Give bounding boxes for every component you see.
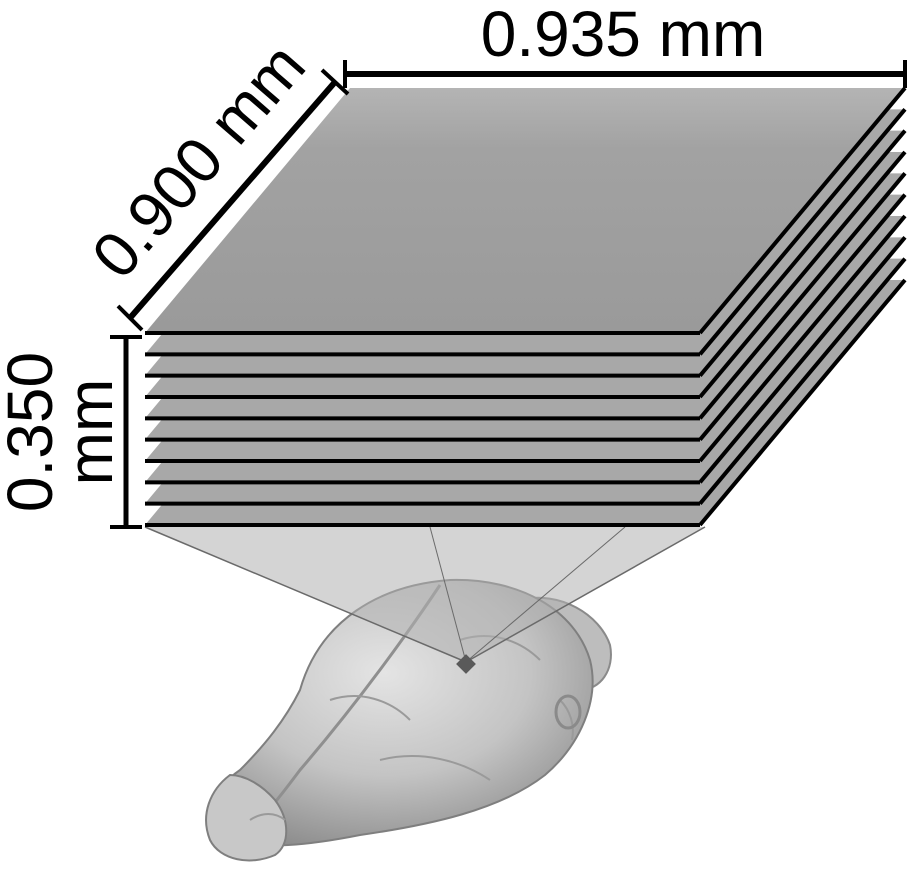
brain-vessel-loop (554, 694, 582, 730)
slice-side-edge (698, 278, 907, 527)
depth-tick-bottom (116, 304, 144, 332)
depth-dimension-line (127, 80, 338, 320)
slice-side-edge (698, 172, 907, 420)
imaging-slice (145, 88, 905, 333)
projection-edge-inner-right (465, 526, 626, 663)
slice-side-edge (698, 150, 907, 399)
slice-side-edge (698, 193, 907, 441)
brain-olfactory-bulb (205, 773, 288, 862)
depth-tick-top (320, 68, 350, 96)
slice-side-edge (698, 257, 907, 505)
slice-side-edge (698, 214, 907, 463)
width-label: 0.935 mm (481, 0, 766, 70)
slice-side-edge (698, 236, 907, 484)
height-label-unit: mm (54, 379, 126, 486)
projection-edge-inner-left (429, 526, 467, 663)
projection-edge-left (144, 526, 467, 663)
slice-side-edge (698, 129, 907, 377)
height-label-value: 0.350 (0, 352, 66, 512)
height-dimension: 0.350 mm (0, 335, 142, 529)
projection-edge-right (465, 526, 706, 663)
projection-cone (144, 526, 706, 674)
slice-side-edge (698, 86, 907, 335)
width-dimension: 0.935 mm (343, 0, 907, 88)
slice-stack (145, 86, 907, 527)
projection-field (145, 527, 705, 662)
imaging-site-marker (456, 654, 476, 674)
slice-side-edge (698, 108, 907, 356)
